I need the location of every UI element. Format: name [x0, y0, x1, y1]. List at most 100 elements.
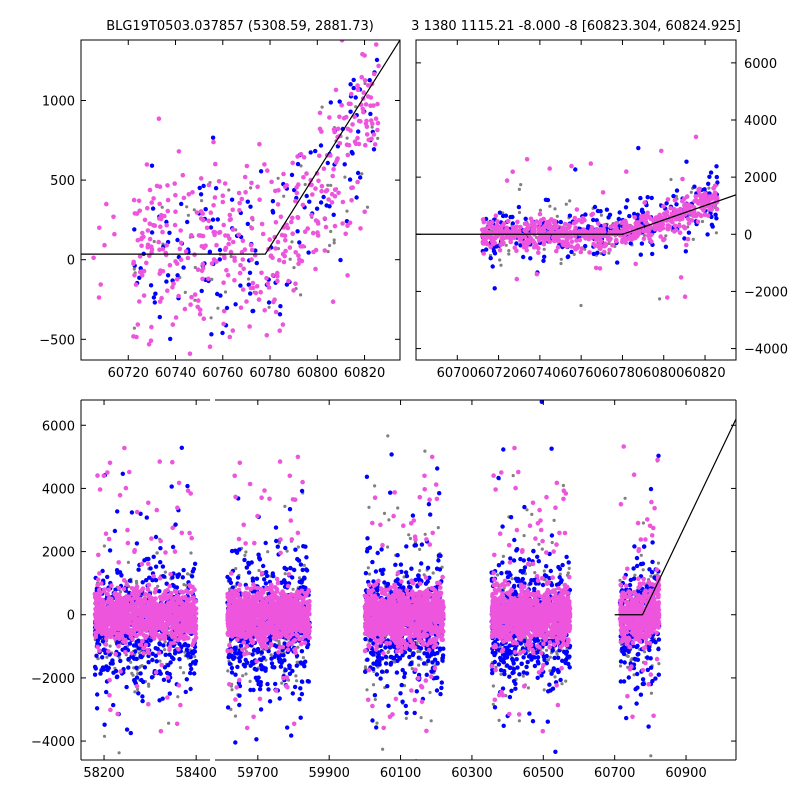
tr-blue-point — [489, 256, 493, 260]
tl-magenta-point — [214, 243, 219, 248]
tl-magenta-point — [319, 189, 324, 194]
tl-gray-point — [292, 266, 295, 269]
tl-magenta-point — [179, 241, 184, 246]
tr-blue-point — [709, 170, 713, 174]
tl-magenta-point — [333, 224, 338, 229]
tl-blue-point — [255, 261, 259, 265]
tl-magenta-point — [131, 260, 136, 265]
tl-magenta-point — [196, 298, 201, 303]
tl-magenta-point — [262, 308, 267, 313]
tl-xtick-label: 60800 — [297, 366, 338, 381]
tr-gray-point — [559, 262, 562, 265]
tl-blue-point — [354, 195, 358, 199]
tl-magenta-point — [238, 263, 243, 268]
tr-magenta-point — [578, 238, 583, 243]
tl-magenta-point — [282, 260, 287, 265]
tr-blue-point — [674, 202, 678, 206]
tl-magenta-point — [244, 299, 249, 304]
tl-magenta-point — [199, 209, 204, 214]
tl-magenta-point — [146, 228, 151, 233]
tl-blue-point — [220, 331, 224, 335]
tl-magenta-point — [148, 221, 153, 226]
tr-magenta-point — [715, 207, 720, 212]
tl-magenta-point — [301, 203, 306, 208]
tl-magenta-point — [276, 240, 281, 245]
tl-blue-point — [198, 186, 202, 190]
tl-magenta-point — [334, 160, 339, 165]
tl-magenta-point — [228, 218, 233, 223]
tl-blue-point — [271, 199, 275, 203]
tl-magenta-point — [226, 242, 231, 247]
tl-magenta-point — [311, 231, 316, 236]
tl-magenta-point — [221, 193, 226, 198]
tl-gray-point — [153, 240, 156, 243]
tl-magenta-point — [289, 220, 294, 225]
tl-magenta-point — [141, 235, 146, 240]
tl-magenta-point — [345, 223, 350, 228]
tl-blue-point — [150, 164, 154, 168]
tr-gray-point — [669, 178, 672, 181]
tl-magenta-point — [157, 216, 162, 221]
tl-magenta-point — [142, 293, 147, 298]
tl-magenta-point — [243, 190, 248, 195]
tr-magenta-point — [575, 207, 580, 212]
tr-blue-point — [514, 241, 518, 245]
tl-magenta-point — [334, 88, 339, 93]
tl-magenta-point — [171, 322, 176, 327]
tr-gray-point — [600, 214, 603, 217]
tl-magenta-point — [211, 203, 216, 208]
tl-blue-point — [313, 149, 317, 153]
tr-gray-point — [560, 258, 563, 261]
tl-magenta-point — [177, 149, 182, 154]
tl-magenta-point — [196, 267, 201, 272]
tl-gray-point — [216, 307, 219, 310]
tl-blue-point — [181, 265, 185, 269]
tr-gray-point — [543, 248, 546, 251]
tl-magenta-point — [324, 189, 329, 194]
tl-magenta-point — [369, 95, 374, 100]
tl-magenta-point — [157, 116, 162, 121]
tl-magenta-point — [257, 197, 262, 202]
tr-blue-point — [664, 245, 668, 249]
tl-magenta-point — [207, 183, 212, 188]
tl-magenta-point — [346, 153, 351, 158]
tl-ytick-label: −500 — [39, 333, 75, 348]
tl-blue-point — [199, 192, 203, 196]
tr-blue-point — [715, 175, 719, 179]
tl-magenta-point — [375, 128, 380, 133]
tl-magenta-point — [237, 201, 242, 206]
tl-blue-point — [368, 112, 372, 116]
tl-magenta-point — [226, 273, 231, 278]
tl-blue-point — [218, 248, 222, 252]
tl-magenta-point — [230, 208, 235, 213]
tl-magenta-point — [224, 268, 229, 273]
tl-blue-point — [230, 198, 234, 202]
tl-magenta-point — [280, 233, 285, 238]
tl-blue-point — [356, 171, 360, 175]
tl-magenta-point — [261, 232, 266, 237]
tl-blue-point — [348, 177, 352, 181]
tl-xtick-label: 60740 — [155, 366, 196, 381]
tl-blue-point — [321, 195, 325, 199]
tl-magenta-point — [345, 142, 350, 147]
tr-gray-point — [556, 215, 559, 218]
tr-magenta-point — [541, 217, 546, 222]
tl-magenta-point — [271, 273, 276, 278]
tl-xtick-label: 60720 — [108, 366, 149, 381]
tl-magenta-point — [231, 240, 236, 245]
tl-blue-point — [168, 337, 172, 341]
tr-blue-point — [591, 218, 595, 222]
tr-blue-point — [524, 217, 528, 221]
tl-magenta-point — [161, 269, 166, 274]
tl-gray-point — [326, 184, 329, 187]
tr-gray-point — [579, 304, 582, 307]
tr-magenta-point — [673, 224, 678, 229]
tl-magenta-point — [251, 281, 256, 286]
tl-gray-point — [376, 137, 379, 140]
tl-gray-point — [289, 258, 292, 261]
tl-magenta-point — [149, 325, 154, 330]
tl-magenta-point — [269, 180, 274, 185]
tr-magenta-point — [673, 198, 678, 203]
tl-blue-point — [248, 205, 252, 209]
tr-magenta-point — [679, 275, 684, 280]
